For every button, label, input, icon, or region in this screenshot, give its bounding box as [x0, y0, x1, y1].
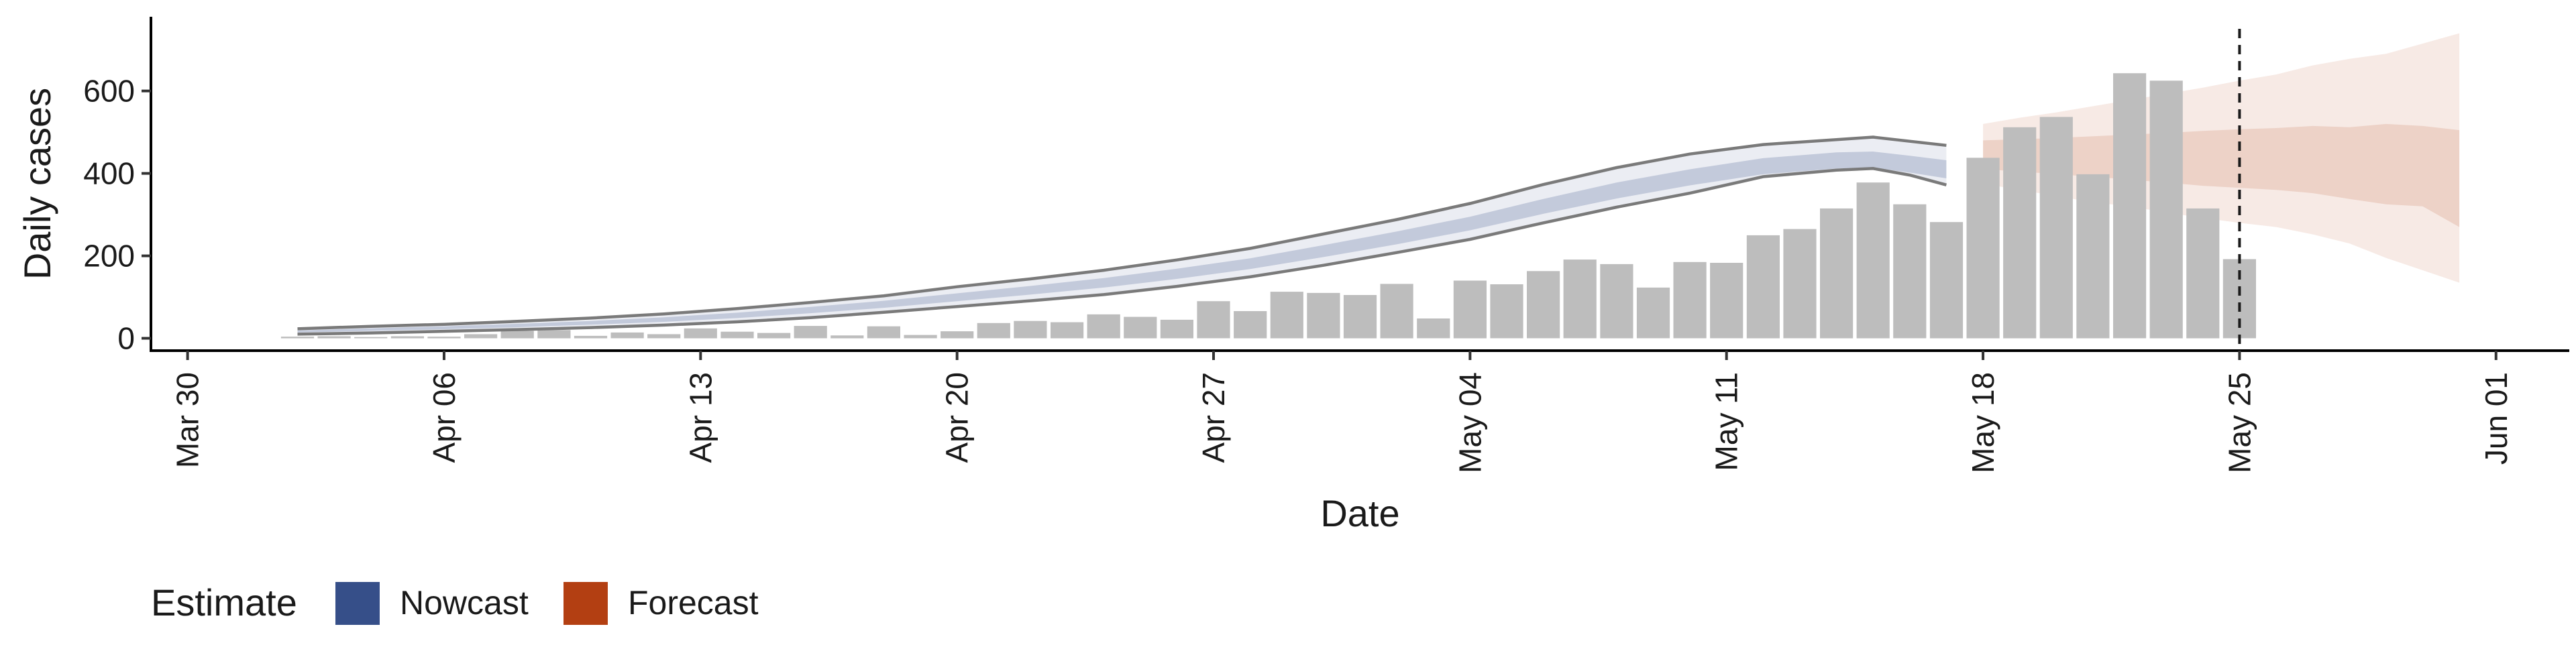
- nowcast-outer-band: [297, 137, 1947, 335]
- case-bar: [1746, 235, 1780, 339]
- case-bar: [647, 334, 681, 339]
- case-bar: [1343, 295, 1377, 339]
- case-bar: [941, 331, 974, 339]
- case-bar: [1636, 287, 1670, 339]
- case-bar: [1014, 320, 1047, 339]
- case-bar: [720, 331, 754, 339]
- nowcast-upper-line: [297, 135, 1947, 331]
- case-bar: [1783, 229, 1817, 339]
- x-tick-label: Apr 20: [940, 372, 975, 463]
- case-bar: [280, 337, 315, 339]
- case-bar: [537, 330, 571, 339]
- case-bar: [1197, 301, 1230, 339]
- case-bar: [684, 328, 717, 339]
- case-bar: [317, 336, 351, 339]
- legend-title: Estimate: [151, 581, 297, 624]
- case-bar: [1563, 259, 1597, 339]
- case-bar: [1380, 284, 1413, 339]
- x-tick-label: May 25: [2222, 372, 2257, 473]
- case-bar: [1893, 204, 1927, 339]
- nowcast-lower-line: [297, 167, 1947, 336]
- case-bar: [794, 326, 827, 339]
- case-bar: [1417, 318, 1450, 339]
- case-bar: [1527, 271, 1560, 339]
- x-tick-label: Apr 13: [683, 372, 718, 463]
- case-bar: [1087, 314, 1120, 339]
- case-bar: [1966, 158, 2000, 339]
- nowcast-inner-band: [297, 152, 1947, 333]
- case-bar: [1453, 280, 1487, 339]
- case-bar: [1051, 322, 1084, 339]
- case-bar: [1490, 284, 1523, 339]
- case-bar: [390, 336, 424, 339]
- legend-label-forecast: Forecast: [628, 584, 759, 622]
- y-tick-label: 0: [117, 321, 135, 356]
- case-bar: [2039, 117, 2073, 339]
- forecast-ribbons: [1983, 33, 2460, 283]
- case-bar: [500, 331, 534, 339]
- axes: 0 200 400 600 Mar 30 Apr 06 Apr 13 Apr 20 Apr 27…: [16, 17, 2569, 534]
- y-axis-title: Daily cases: [16, 88, 58, 280]
- case-bar: [574, 335, 608, 339]
- x-tick-label: Apr 27: [1196, 372, 1231, 463]
- case-bar: [1160, 319, 1193, 339]
- case-bar: [354, 337, 388, 339]
- case-bar: [904, 335, 937, 339]
- case-bar: [1124, 316, 1157, 339]
- case-bar: [830, 335, 864, 339]
- forecast-outer-band: [1983, 33, 2460, 283]
- x-axis-title: Date: [1320, 492, 1399, 534]
- case-bar: [464, 334, 498, 339]
- x-tick-label: Apr 06: [427, 372, 462, 463]
- y-tick-label: 600: [83, 74, 135, 109]
- case-bar: [867, 326, 900, 339]
- x-tick-label: May 11: [1709, 372, 1744, 471]
- x-tick-label: Jun 01: [2479, 372, 2514, 465]
- case-bar: [2076, 174, 2110, 339]
- case-bar: [2113, 73, 2147, 339]
- legend: Estimate Nowcast Forecast: [151, 581, 759, 625]
- case-bar: [1856, 182, 1890, 339]
- case-bar: [1673, 261, 1707, 339]
- legend-key-nowcast: [335, 582, 380, 625]
- y-tick-label: 200: [83, 239, 135, 274]
- nowcast-ribbons: [297, 135, 1947, 336]
- case-bar: [1929, 222, 1964, 339]
- case-bar: [1600, 263, 1633, 339]
- x-tick-label: May 04: [1452, 372, 1487, 473]
- forecast-inner-band: [1983, 123, 2460, 227]
- y-tick-label: 400: [83, 156, 135, 191]
- case-bar: [1307, 292, 1340, 339]
- x-tick-label: Mar 30: [170, 372, 205, 468]
- case-bar: [1710, 263, 1743, 339]
- x-tick-label: May 18: [1966, 372, 2000, 473]
- case-bar: [2186, 208, 2220, 339]
- case-bar: [610, 332, 644, 339]
- case-bar: [977, 322, 1010, 339]
- case-bar: [1234, 311, 1267, 339]
- legend-label-nowcast: Nowcast: [400, 584, 529, 622]
- case-bar: [2149, 80, 2183, 339]
- legend-key-forecast: [564, 582, 608, 625]
- case-bar: [1270, 292, 1303, 339]
- case-bar: [2003, 127, 2037, 339]
- case-bar: [1820, 208, 1854, 339]
- case-bar: [427, 337, 461, 339]
- case-bar: [757, 333, 791, 339]
